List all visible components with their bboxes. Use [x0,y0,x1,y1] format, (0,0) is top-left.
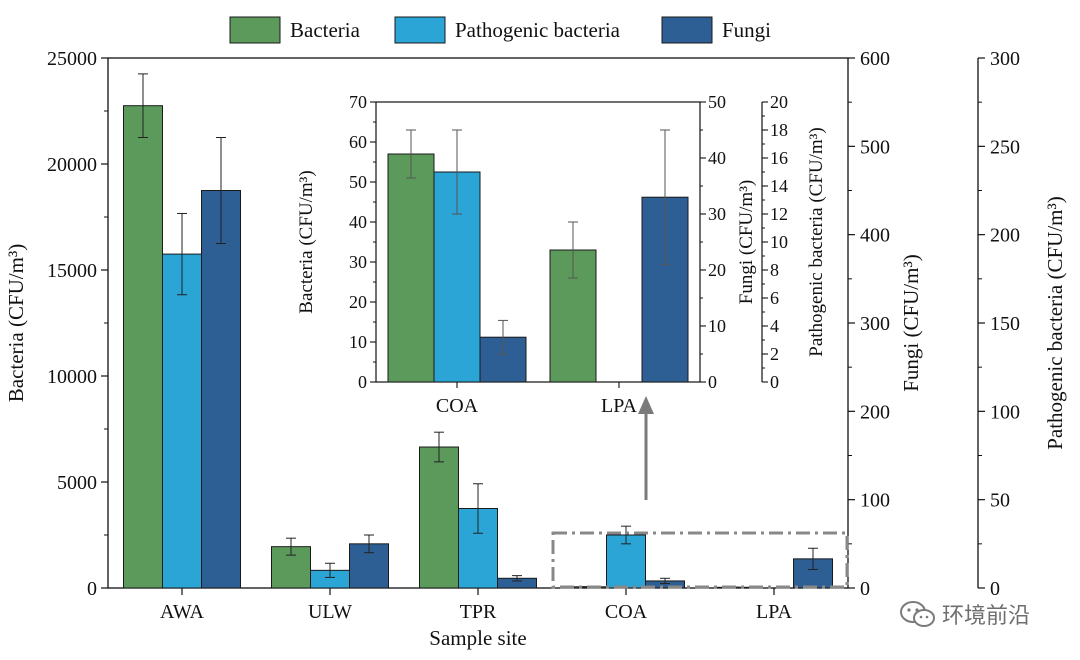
fungi-tick-label: 400 [860,225,890,247]
inset-fungi-tick-label: 40 [708,148,726,168]
inset-bacteria-tick-label: 10 [349,332,367,352]
inset-fungi-tick-label: 50 [708,92,726,112]
bar-pathogenic-bacteria [162,253,202,589]
inset-pathogenic-tick-label: 18 [770,120,788,140]
inset-bacteria-tick-label: 30 [349,252,367,272]
pathogenic-tick-label: 150 [990,313,1020,335]
inset-pathogenic-tick-label: 2 [770,344,779,364]
inset-fungi-tick-label: 0 [708,372,717,392]
bar-bacteria [123,105,163,589]
inset-bacteria-tick-label: 50 [349,172,367,192]
pathogenic-tick-label: 200 [990,225,1020,247]
category-label: ULW [308,601,352,623]
inset-bacteria-tick-label: 40 [349,212,367,232]
inset-fungi-axis-title: Fungi (CFU/m³) [736,180,757,304]
inset-bar-bacteria [387,153,435,383]
bar-bacteria [419,446,459,589]
bacteria-tick-label: 10000 [47,366,97,388]
bacteria-tick-label: 15000 [47,260,97,282]
inset-fungi-tick-label: 10 [708,316,726,336]
inset-bar-bacteria [549,249,597,383]
watermark: 环境前沿 [898,598,1030,630]
legend-swatch [661,16,713,44]
zoom-arrow-head [638,396,654,414]
pathogenic-tick-label: 0 [990,578,1000,600]
fungi-tick-label: 100 [860,490,890,512]
pathogenic-tick-label: 250 [990,136,1020,158]
legend-swatch [229,16,281,44]
inset-bacteria-tick-label: 70 [349,92,367,112]
inset-fungi-tick-label: 30 [708,204,726,224]
legend-label: Bacteria [290,18,361,42]
fungi-axis-title: Fungi (CFU/m³) [899,254,923,392]
inset-pathogenic-tick-label: 4 [770,316,779,336]
inset-pathogenic-tick-label: 12 [770,204,788,224]
bacteria-tick-label: 5000 [57,472,97,494]
legend-label: Fungi [722,18,771,42]
bacteria-tick-label: 20000 [47,154,97,176]
inset-bacteria-tick-label: 0 [358,372,367,392]
bacteria-tick-label: 0 [87,578,97,600]
inset-pathogenic-axis-title: Pathogenic bacteria (CFU/m³) [806,127,827,356]
inset-pathogenic-tick-label: 10 [770,232,788,252]
inset-bacteria-tick-label: 20 [349,292,367,312]
pathogenic-axis-title: Pathogenic bacteria (CFU/m³) [1043,196,1067,450]
fungi-tick-label: 500 [860,136,890,158]
x-axis-title: Sample site [429,626,526,650]
fungi-tick-label: 300 [860,313,890,335]
inset-category-label: LPA [601,395,638,417]
inset-bacteria-axis-title: Bacteria (CFU/m³) [296,170,317,313]
inset-pathogenic-tick-label: 6 [770,288,779,308]
inset-pathogenic-tick-label: 0 [770,372,779,392]
bar-fungi [201,190,241,589]
bacteria-axis-title: Bacteria (CFU/m³) [4,244,28,403]
fungi-tick-label: 0 [860,578,870,600]
zoom-region-box [551,531,849,589]
category-label: TPR [460,601,497,623]
inset-fungi-tick-label: 20 [708,260,726,280]
category-label: COA [605,601,648,623]
wechat-icon [900,601,935,627]
category-label: LPA [756,601,793,623]
pathogenic-tick-label: 300 [990,48,1020,70]
inset-pathogenic-tick-label: 20 [770,92,788,112]
pathogenic-tick-label: 50 [990,490,1010,512]
fungi-tick-label: 600 [860,48,890,70]
category-label: AWA [160,601,205,623]
inset-pathogenic-tick-label: 8 [770,260,779,280]
inset-pathogenic-tick-label: 16 [770,148,788,168]
inset-bacteria-tick-label: 60 [349,132,367,152]
bacteria-tick-label: 25000 [47,48,97,70]
inset-category-label: COA [436,395,479,417]
legend-swatch [394,16,446,44]
fungi-tick-label: 200 [860,401,890,423]
inset-pathogenic-tick-label: 14 [770,176,788,196]
legend-label: Pathogenic bacteria [455,18,621,42]
pathogenic-tick-label: 100 [990,401,1020,423]
watermark-text: 环境前沿 [942,604,1031,629]
